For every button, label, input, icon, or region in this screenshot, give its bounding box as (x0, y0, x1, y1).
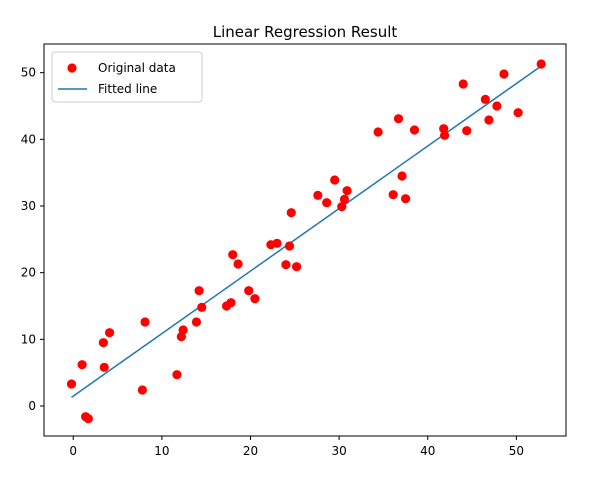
y-tick-label: 0 (28, 399, 36, 413)
legend-marker-original-data (67, 63, 77, 73)
fitted-line-layer (71, 65, 542, 398)
data-point (284, 241, 295, 251)
y-tick-label: 20 (21, 266, 36, 280)
y-tick-label: 40 (21, 132, 36, 146)
data-point (458, 79, 468, 89)
data-point (178, 325, 188, 335)
data-point (272, 238, 282, 248)
data-point (104, 328, 115, 338)
y-tick-label: 30 (21, 199, 36, 213)
data-point (462, 126, 472, 136)
data-point (83, 414, 93, 424)
data-point (250, 294, 260, 304)
y-axis: 0 10 20 30 40 50 (21, 66, 44, 413)
data-point (484, 115, 494, 125)
plot-area (43, 43, 567, 437)
data-point (197, 302, 207, 312)
data-point (137, 385, 147, 395)
data-point (393, 114, 404, 124)
data-point (191, 317, 202, 327)
data-point (513, 108, 523, 118)
chart-title: Linear Regression Result (213, 23, 398, 41)
x-tick-label: 0 (69, 444, 77, 458)
x-tick-label: 40 (420, 444, 435, 458)
data-point (400, 194, 411, 204)
data-point (409, 125, 420, 135)
data-point (322, 198, 332, 208)
data-point (98, 338, 108, 348)
fitted-line (71, 65, 542, 398)
data-point (194, 286, 204, 296)
data-point (66, 379, 77, 389)
data-point (337, 202, 347, 212)
legend-label-fitted-line: Fitted line (98, 82, 157, 96)
data-point (373, 127, 383, 137)
data-point (99, 362, 109, 372)
legend-box (51, 51, 203, 103)
x-tick-label: 20 (243, 444, 258, 458)
data-point (313, 190, 323, 200)
data-point (228, 250, 238, 260)
y-tick-label: 10 (21, 332, 36, 346)
x-tick-label: 50 (509, 444, 524, 458)
x-tick-label: 30 (331, 444, 346, 458)
data-point (439, 130, 450, 140)
data-point (397, 171, 407, 181)
data-point (77, 360, 87, 370)
data-point (339, 194, 350, 204)
data-point (330, 175, 340, 185)
x-tick-label: 10 (154, 444, 169, 458)
legend-label-original-data: Original data (98, 61, 176, 75)
data-point (388, 190, 398, 200)
data-point (480, 94, 490, 104)
data-point (291, 262, 302, 272)
axes-frame (43, 43, 567, 437)
data-point (244, 286, 254, 296)
x-axis: 0 10 20 30 40 50 (69, 436, 524, 458)
legend: Original data Fitted line (51, 51, 203, 103)
data-point (342, 186, 352, 196)
data-point (281, 260, 291, 270)
data-point (536, 59, 546, 69)
data-point (499, 69, 509, 79)
data-point (492, 101, 502, 111)
data-point (140, 317, 150, 327)
y-tick-label: 50 (21, 66, 36, 80)
data-points-layer (66, 59, 546, 424)
data-point (226, 298, 236, 308)
data-point (233, 259, 243, 269)
data-point (286, 208, 296, 218)
data-point (172, 370, 182, 380)
